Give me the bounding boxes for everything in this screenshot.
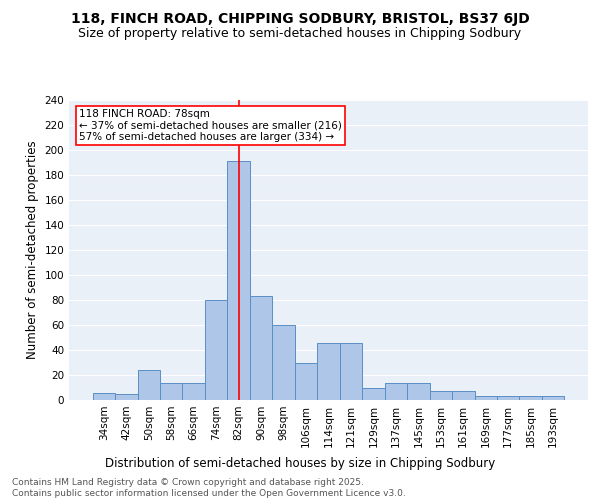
Bar [362, 388, 385, 400]
Bar [295, 362, 317, 400]
Bar [272, 325, 295, 400]
Bar [115, 394, 137, 400]
Bar [92, 392, 115, 400]
Bar [182, 382, 205, 400]
Bar [542, 396, 565, 400]
Bar [430, 391, 452, 400]
Bar [497, 396, 520, 400]
Bar [250, 296, 272, 400]
Bar [160, 382, 182, 400]
Bar [317, 342, 340, 400]
Bar [385, 382, 407, 400]
Bar [340, 342, 362, 400]
Bar [205, 300, 227, 400]
Y-axis label: Number of semi-detached properties: Number of semi-detached properties [26, 140, 39, 360]
Text: 118 FINCH ROAD: 78sqm
← 37% of semi-detached houses are smaller (216)
57% of sem: 118 FINCH ROAD: 78sqm ← 37% of semi-deta… [79, 109, 342, 142]
Bar [520, 396, 542, 400]
Bar [227, 161, 250, 400]
Bar [407, 382, 430, 400]
Bar [137, 370, 160, 400]
Text: Size of property relative to semi-detached houses in Chipping Sodbury: Size of property relative to semi-detach… [79, 28, 521, 40]
Bar [475, 396, 497, 400]
Bar [452, 391, 475, 400]
Text: 118, FINCH ROAD, CHIPPING SODBURY, BRISTOL, BS37 6JD: 118, FINCH ROAD, CHIPPING SODBURY, BRIST… [71, 12, 529, 26]
Text: Contains HM Land Registry data © Crown copyright and database right 2025.
Contai: Contains HM Land Registry data © Crown c… [12, 478, 406, 498]
Text: Distribution of semi-detached houses by size in Chipping Sodbury: Distribution of semi-detached houses by … [105, 458, 495, 470]
